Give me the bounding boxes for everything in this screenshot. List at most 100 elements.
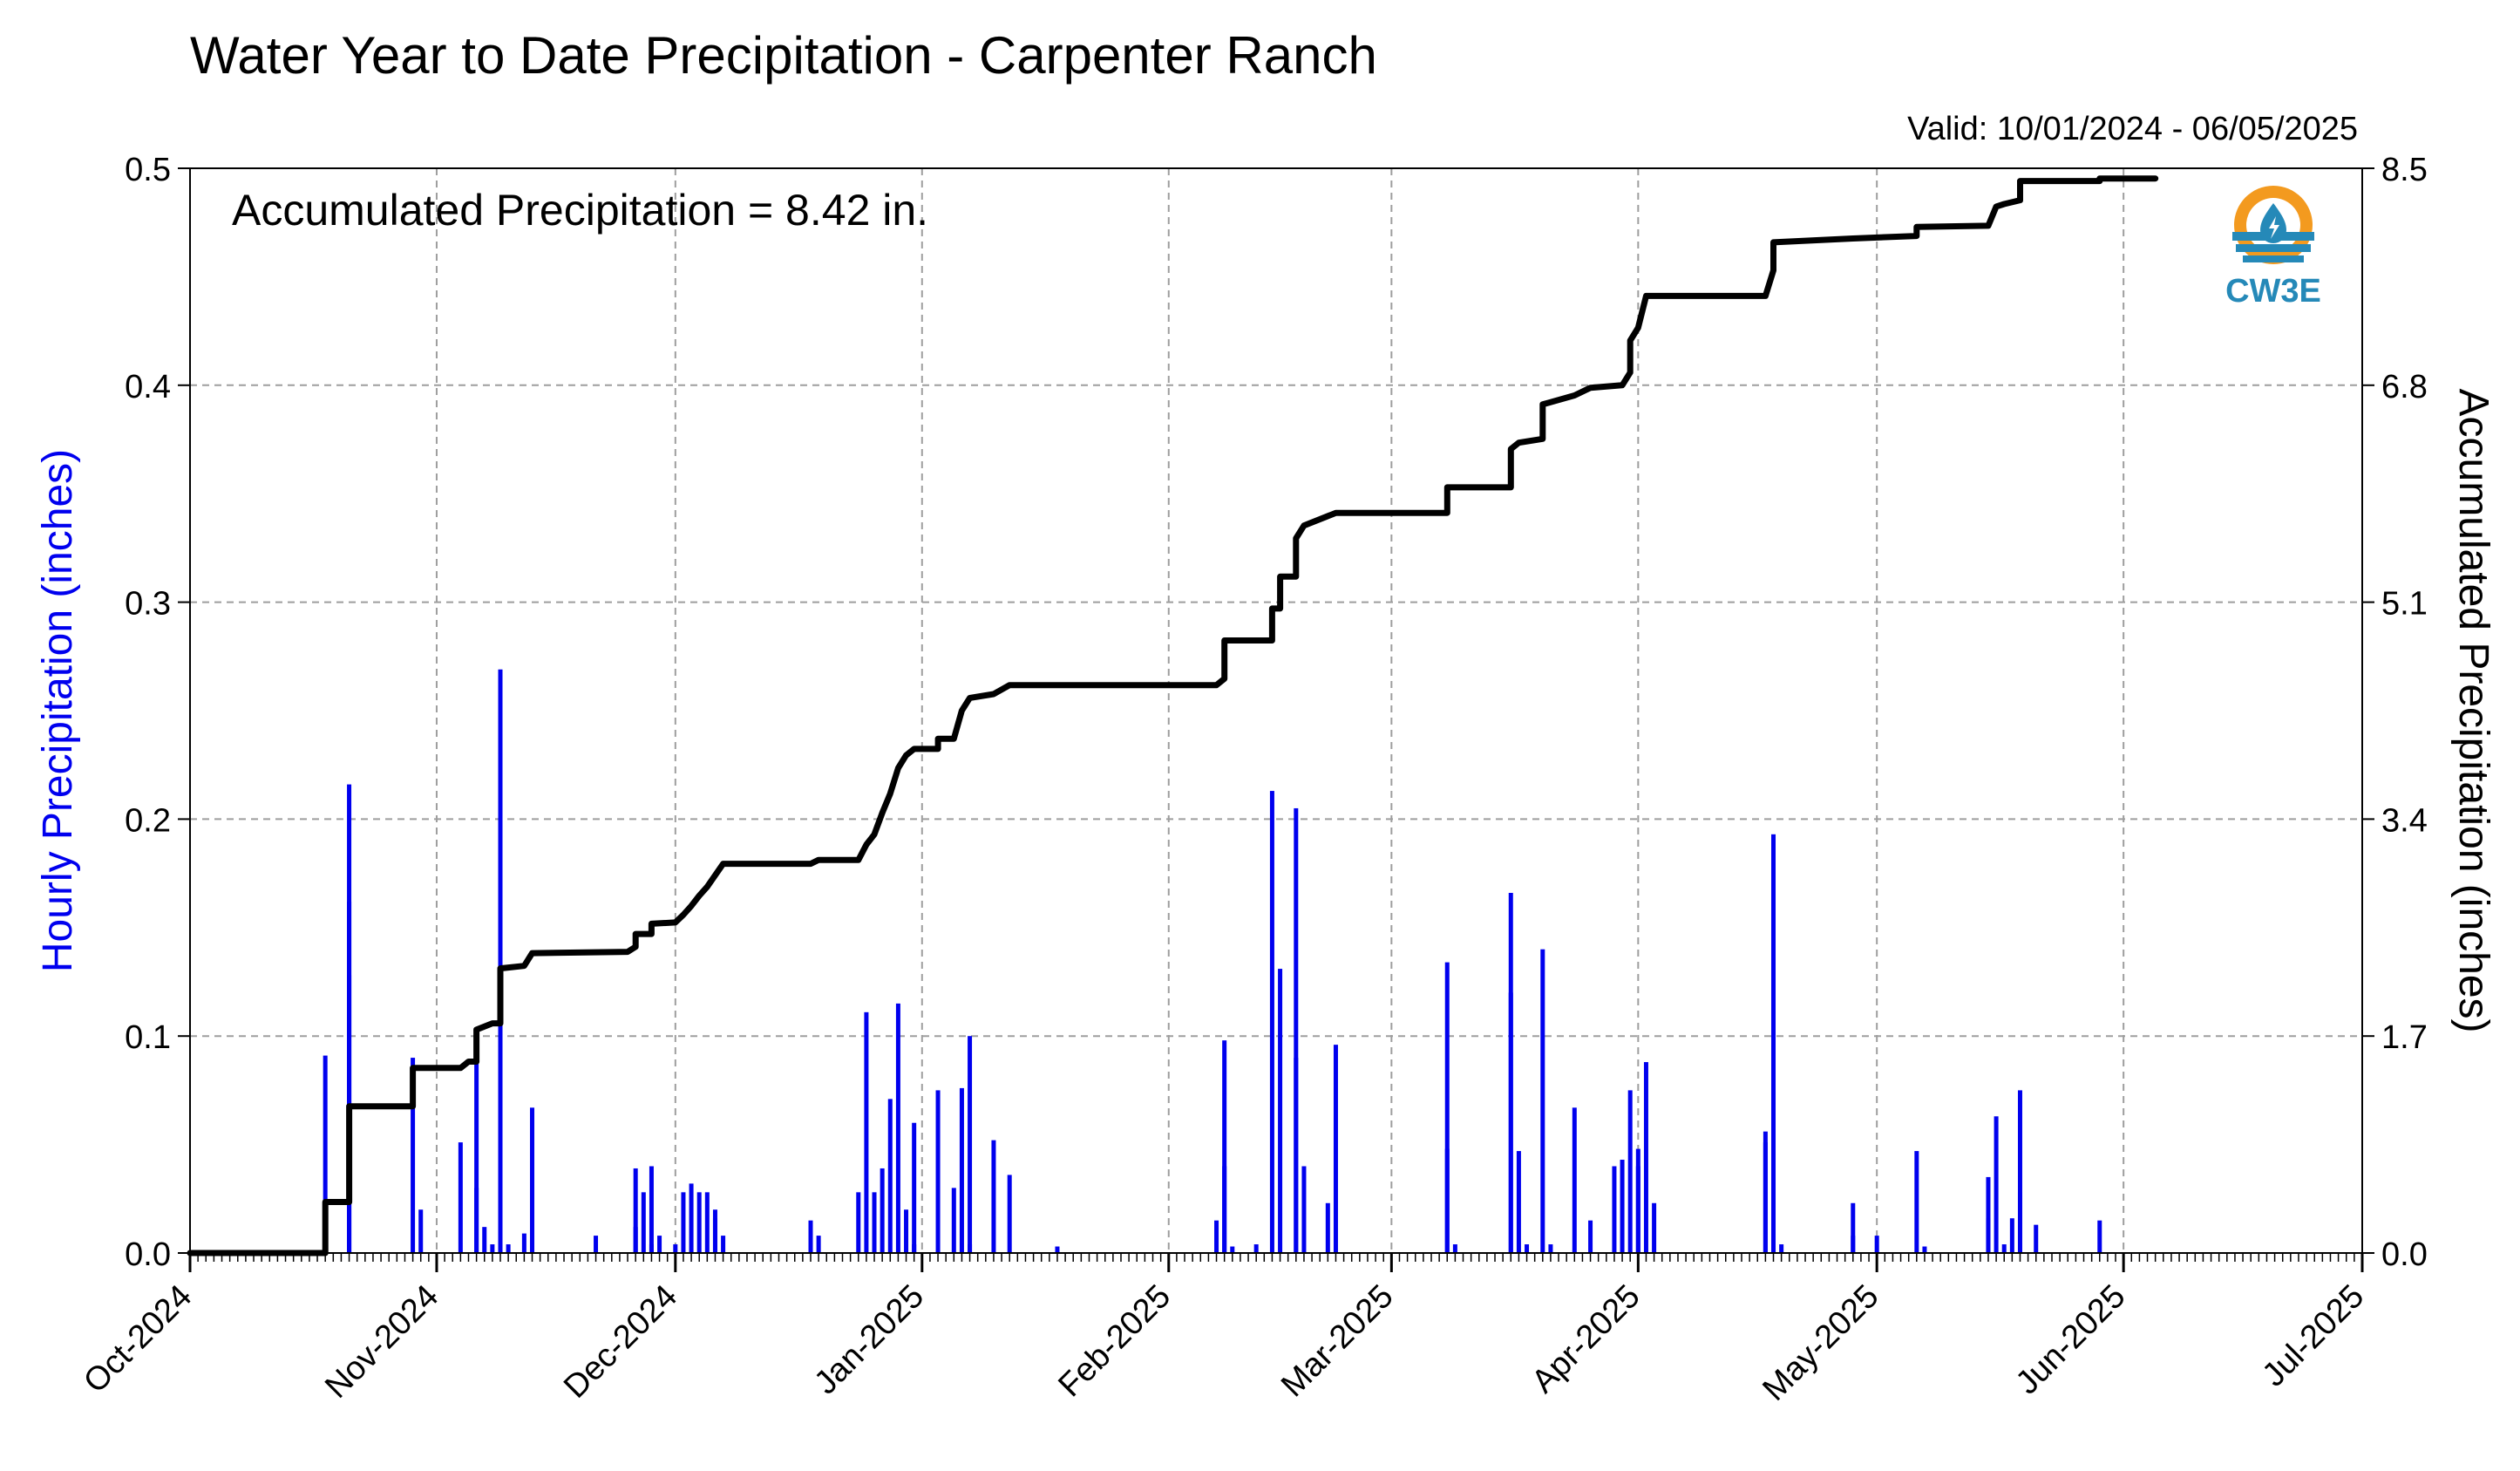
hourly-bar [1222,1166,1227,1253]
grid-lines [190,168,2362,1253]
hourly-bar [1627,1090,1633,1253]
hourly-bar [1922,1246,1927,1253]
hourly-bar [1269,791,1274,1253]
hourly-bar [681,1192,686,1253]
hourly-bar [1779,1244,1784,1253]
hourly-bar [991,1140,996,1253]
hourly-bar [1333,1045,1338,1253]
hourly-bar [1851,1202,1856,1253]
hourly-bar [1452,1244,1457,1253]
hourly-bar [1986,1176,1991,1253]
hourly-bar [2034,1224,2039,1253]
hourly-bar [1874,1236,1879,1253]
logo-wave-icon [2243,255,2304,262]
hourly-bar [704,1192,710,1253]
hourly-bar [951,1188,956,1253]
hourly-bar [689,1183,694,1253]
hourly-bar [649,1166,654,1253]
y-tick-label-right: 1.7 [2381,1019,2428,1056]
hourly-bar [880,1168,885,1253]
hourly-bar [1294,807,1299,1253]
y-tick-label-right: 6.8 [2381,369,2428,405]
hourly-bar [1516,1151,1521,1253]
hourly-bar [490,1244,495,1253]
hourly-bar [912,1122,917,1253]
hourly-bar [482,1227,487,1253]
hourly-bar [968,1036,973,1253]
hourly-bar [506,1244,511,1253]
hourly-bar [1994,1116,1999,1253]
y-tick-label-right: 8.5 [2381,152,2428,188]
hourly-bar [808,1220,813,1253]
y-tick-label-right: 5.1 [2381,586,2428,623]
hourly-bar [2097,1220,2102,1253]
hourly-bar [1643,1062,1648,1253]
hourly-bar [474,1051,479,1253]
y-axis-label-left: Hourly Precipitation (inches) [35,449,81,972]
hourly-bar [856,1192,861,1253]
y-tick-label-right: 3.4 [2381,802,2428,839]
y-tick-label-left: 0.5 [125,152,171,188]
hourly-bar [1214,1220,1219,1253]
hourly-bar [498,1036,503,1253]
hourly-bar [1612,1166,1617,1253]
y-tick-label-right: 0.0 [2381,1236,2428,1273]
hourly-bar [1986,1218,1991,1253]
accumulated-total-annotation: Accumulated Precipitation = 8.42 in. [232,186,928,235]
hourly-bar [1588,1220,1593,1253]
hourly-bar [418,1209,424,1253]
hourly-bar [1444,1148,1450,1253]
hourly-bar [712,1218,717,1253]
hourly-bar [1540,949,1545,1253]
hourly-bar [641,1192,646,1253]
hourly-bar [594,1236,599,1253]
hourly-bar [521,1233,526,1253]
logo-text: CW3E [2225,273,2321,310]
hourly-bar [2009,1218,2014,1253]
hourly-bar [2017,1192,2022,1253]
hourly-bar [458,1142,463,1253]
hourly-bar [2017,1090,2022,1253]
hourly-bar [657,1236,662,1253]
hourly-bar [633,1168,638,1253]
hourly-bar [2001,1244,2007,1253]
hourly-bar [935,1090,941,1253]
hourly-bar [1851,1236,1856,1253]
hourly-bar [816,1236,821,1253]
cw3e-logo: CW3E [2225,186,2321,310]
valid-date-range: Valid: 10/01/2024 - 06/05/2025 [1907,111,2358,147]
hourly-bar [1444,962,1450,1253]
hourly-bar [1007,1175,1012,1253]
hourly-bar [1652,1202,1657,1253]
hourly-bar [1635,1148,1640,1253]
chart-title: Water Year to Date Precipitation - Carpe… [190,26,1377,85]
hourly-bar [904,1209,909,1253]
y-tick-label-left: 0.2 [125,802,171,839]
hourly-bar [1278,969,1283,1253]
logo-wave-icon [2236,244,2311,252]
hourly-bar [1508,992,1513,1253]
logo-bolt-icon [2269,216,2279,239]
accumulated-line-layer [187,175,2159,1256]
hourly-bar [323,1055,328,1253]
hourly-bar [1230,1246,1235,1253]
hourly-bar [721,1236,726,1253]
y-tick-label-left: 0.1 [125,1019,171,1056]
hourly-bar [895,1003,900,1253]
hourly-bar [1525,1244,1530,1253]
accumulated-precip-line [187,175,2159,1256]
hourly-bar [411,1058,416,1253]
hourly-bar [673,1244,678,1253]
hourly-bar [959,1087,964,1253]
hourly-bar [864,1011,869,1253]
hourly-bar [474,1188,479,1253]
hourly-bar [498,669,503,1253]
hourly-bar [1222,1040,1227,1253]
hourly-bar [1301,1166,1307,1253]
hourly-bar [968,1244,973,1253]
hourly-bar [1914,1151,1919,1253]
hourly-bar [530,1107,535,1253]
hourly-bar [887,1099,893,1253]
